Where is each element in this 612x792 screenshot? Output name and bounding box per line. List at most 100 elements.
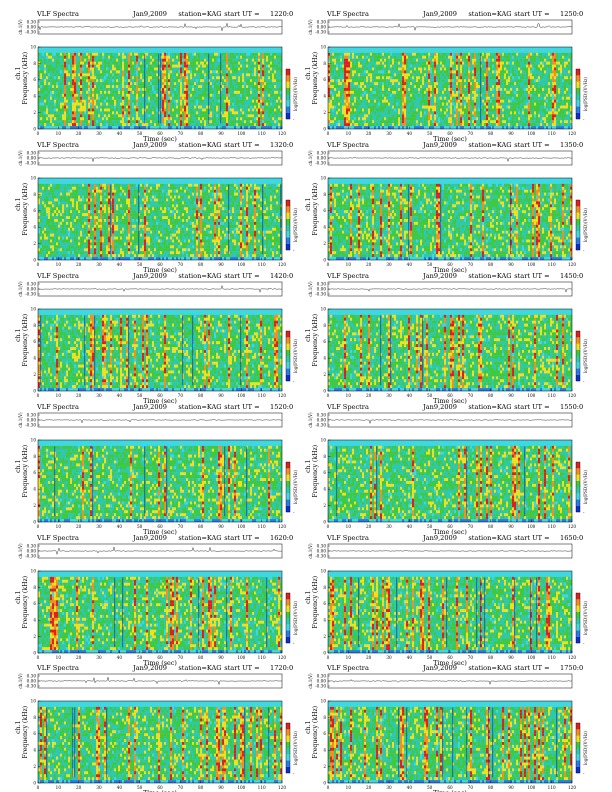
spectrogram-cells: [52, 771, 281, 775]
spectrogram-cells: [328, 317, 573, 321]
spectrogram-cells: [40, 457, 275, 461]
spectrogram-cells: [44, 733, 283, 737]
spectrogram-cells: [46, 111, 245, 115]
spectrogram-cells: [38, 576, 277, 580]
spectrogram-cells: [94, 189, 257, 193]
spectrogram-cells: [340, 489, 571, 493]
spectrogram-cells: [38, 311, 283, 315]
spectrogram-cells: [328, 638, 573, 642]
spectrogram-cells: [50, 742, 281, 745]
spectrogram-cells: [354, 254, 523, 258]
colorbar-segment: [576, 505, 580, 513]
spectrogram-cells: [58, 248, 273, 252]
spectrogram-cells: [328, 612, 571, 615]
spectrogram-cells: [38, 571, 283, 574]
spectrogram-cells: [330, 355, 573, 359]
spectrogram-cells: [328, 210, 571, 214]
spectrogram-cells: [336, 257, 573, 261]
waveform-trace: [37, 22, 283, 32]
time-tick-label: 90: [218, 262, 224, 267]
spectrogram-cells: [44, 93, 281, 97]
dropout-stripe: [122, 577, 124, 648]
colorbar-segment: [576, 636, 580, 644]
time-tick-label: 20: [76, 655, 82, 660]
spectrogram-cells: [38, 186, 283, 190]
spectrogram-cells: [40, 600, 279, 604]
time-tick-label: 120: [278, 393, 286, 398]
dropout-stripe: [488, 707, 490, 778]
freq-tick-label: 10: [31, 44, 37, 49]
panel-title: VLF Spectra: [326, 664, 369, 672]
spectrogram-cells: [124, 114, 249, 118]
spectrogram-cells: [332, 207, 571, 211]
freq-ylabel: Frequency (kHz): [22, 314, 29, 367]
spectrogram-cells: [64, 120, 165, 124]
time-tick-label: 80: [488, 785, 494, 790]
panel-start-label: start UT =: [514, 141, 549, 149]
time-tick-label: 0: [327, 131, 330, 136]
colorbar-segment: [286, 605, 290, 612]
amp-ylabel: ch.1(V): [18, 543, 23, 559]
time-tick-label: 80: [488, 393, 494, 398]
freq-tick-label: 0: [323, 388, 326, 393]
time-tick-label: 20: [366, 655, 372, 660]
spectrogram-cells: [38, 489, 267, 493]
amp-tick-label: 0.30: [27, 150, 37, 155]
spectrogram-cells: [40, 576, 283, 580]
freq-tick-label: 2: [323, 634, 326, 639]
colorbar-label: log(PSD)(V²/Hz): [293, 470, 298, 504]
spectrogram-cells: [334, 765, 569, 769]
colorbar-segment: [576, 368, 580, 375]
spectrogram-cells: [52, 120, 275, 124]
colorbar-frame: [575, 330, 581, 382]
spectrogram-cells: [338, 457, 551, 461]
spectrogram-cells: [352, 79, 571, 83]
spectrogram-cells: [42, 186, 261, 190]
spectrogram-cells: [332, 323, 573, 327]
amp-tick-label: 0.30: [317, 19, 327, 24]
spectrogram-cells: [42, 709, 281, 713]
spectrogram-cells: [338, 582, 565, 586]
freq-tick-label: 0: [323, 519, 326, 524]
time-tick-label: 40: [407, 785, 413, 790]
spectrogram-cells: [338, 623, 573, 627]
spectrogram-cells: [38, 486, 265, 490]
spectrogram-cells: [42, 385, 271, 389]
spectrogram-cells: [44, 501, 283, 505]
spectrogram-cells: [60, 364, 279, 368]
time-tick-label: 60: [447, 524, 453, 529]
time-tick-label: 90: [508, 524, 514, 529]
time-tick-label: 100: [527, 262, 535, 267]
spectrogram-cells: [38, 111, 281, 115]
dropout-stripe: [192, 315, 194, 386]
time-tick-label: 100: [237, 131, 245, 136]
time-tick-label: 30: [96, 655, 102, 660]
spectrogram-cells: [74, 79, 261, 83]
amp-tick-label: 0.30: [317, 150, 327, 155]
panel-date: Jan9,2009: [422, 664, 457, 672]
spectrogram-cells: [78, 603, 283, 607]
time-tick-label: 40: [407, 131, 413, 136]
spectrogram-cells: [56, 457, 255, 461]
spectrogram-cells: [328, 780, 559, 784]
spectrogram-cells: [40, 248, 283, 252]
spectrogram-cells: [158, 466, 281, 470]
time-tick-label: 100: [237, 785, 245, 790]
spectrogram-cells: [522, 475, 525, 479]
spectrogram: [38, 47, 283, 130]
spectrogram-cells: [330, 314, 567, 318]
time-tick-label: 10: [56, 393, 62, 398]
spectrogram-cells: [342, 58, 573, 62]
time-tick-label: 50: [427, 655, 433, 660]
spectrogram-cells: [44, 317, 281, 321]
spectrogram-cells: [46, 478, 279, 482]
spectrogram-cells: [332, 644, 565, 648]
spectrogram-cells: [334, 352, 569, 356]
spectrogram-cells: [384, 744, 461, 748]
spectrogram-cells: [330, 70, 561, 74]
colorbar-segment: [576, 337, 580, 344]
spectrogram-cells: [40, 768, 277, 772]
time-tick-label: 80: [198, 131, 204, 136]
colorbar-segment: [576, 212, 580, 219]
spectrogram-cells: [336, 721, 571, 725]
